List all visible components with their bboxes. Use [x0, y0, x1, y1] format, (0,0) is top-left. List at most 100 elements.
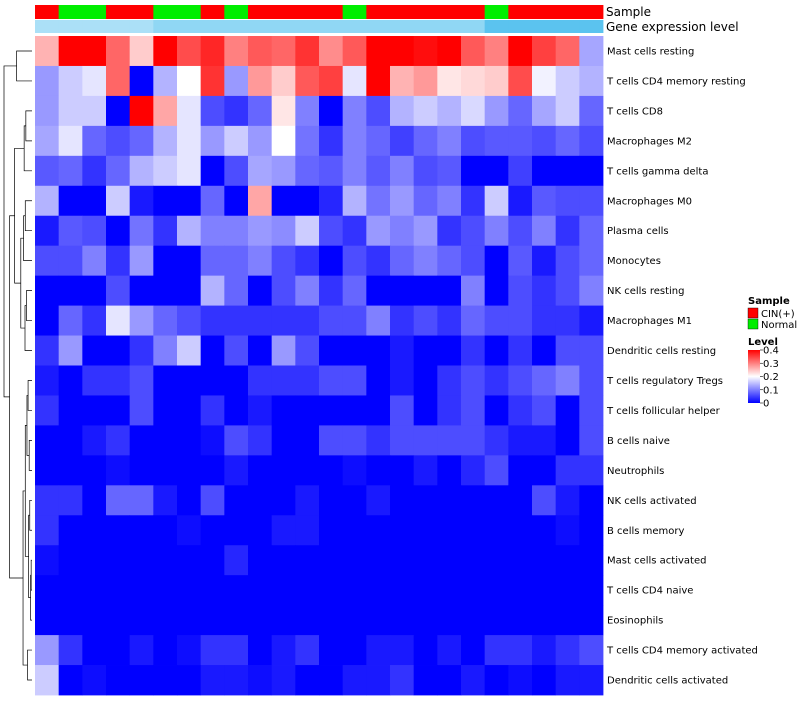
heatmap-cell [390, 335, 415, 366]
heatmap-cell [461, 155, 486, 187]
heatmap-cell [461, 665, 486, 696]
heatmap-cell [532, 485, 557, 516]
heatmap-cell [177, 635, 202, 666]
row-label: Eosinophils [607, 616, 663, 627]
heatmap-cell [555, 185, 580, 217]
level-annotation-cell [129, 20, 154, 33]
heatmap-cell [579, 36, 604, 67]
heatmap-cell [35, 605, 60, 636]
heatmap-cell [413, 605, 438, 636]
heatmap-cell [248, 455, 273, 486]
heatmap-cell [366, 245, 391, 277]
heatmap-cell [177, 485, 202, 516]
heatmap-cell [200, 36, 225, 67]
sample-annotation-cell [200, 5, 225, 19]
heatmap-cell [508, 545, 533, 576]
heatmap-cell [295, 335, 320, 366]
heatmap-cell [579, 485, 604, 516]
sample-annotation-cell [177, 5, 202, 19]
heatmap-cell [295, 275, 320, 306]
heatmap-cell [35, 65, 60, 97]
dendrogram-branch [27, 649, 32, 681]
heatmap-cell [224, 575, 249, 606]
heatmap-cell [390, 455, 415, 486]
level-annotation-cell [508, 20, 533, 33]
heatmap-cell [248, 305, 273, 336]
heatmap-cell [579, 395, 604, 426]
heatmap-cell [532, 305, 557, 336]
heatmap-cell [579, 425, 604, 456]
heatmap-cell [58, 335, 83, 366]
heatmap-cell [413, 125, 438, 157]
heatmap-cell [295, 95, 320, 127]
heatmap-cell [248, 485, 273, 516]
heatmap-cell [484, 665, 509, 696]
sample-annotation-cell [129, 5, 154, 19]
heatmap-cell [129, 365, 154, 396]
heatmap-cell [295, 635, 320, 666]
heatmap-cell [129, 605, 154, 636]
heatmap-cell [200, 65, 225, 97]
heatmap-cell [271, 65, 296, 97]
heatmap-cell [319, 455, 344, 486]
heatmap-cell [508, 155, 533, 187]
heatmap-cell [295, 425, 320, 456]
sample-annotation-cell [271, 5, 296, 19]
heatmap-cell [248, 635, 273, 666]
level-tick-label: 0 [763, 399, 769, 410]
heatmap-cell [295, 545, 320, 576]
level-annotation-bar [35, 20, 604, 33]
heatmap-cell [532, 215, 557, 247]
heatmap-cell [177, 605, 202, 636]
heatmap-cell [35, 245, 60, 277]
heatmap-cell [153, 605, 178, 636]
heatmap-cell [484, 485, 509, 516]
heatmap-cell [224, 125, 249, 157]
level-annotation-cell [200, 20, 225, 33]
heatmap-cell [413, 245, 438, 277]
heatmap-cell [106, 575, 131, 606]
level-annotation-cell [177, 20, 202, 33]
heatmap-cell [579, 155, 604, 187]
heatmap-cell [200, 185, 225, 217]
heatmap-cell [342, 155, 367, 187]
heatmap-cell [35, 575, 60, 606]
heatmap-cell [366, 335, 391, 366]
heatmap-cell [390, 365, 415, 396]
row-label: Plasma cells [607, 226, 669, 237]
heatmap-cell [366, 305, 391, 336]
heatmap-cell [82, 305, 107, 336]
level-annotation-cell [295, 20, 320, 33]
heatmap-cell [508, 125, 533, 157]
heatmap-cell [508, 665, 533, 696]
heatmap-cell [461, 395, 486, 426]
heatmap-cell [532, 155, 557, 187]
heatmap-cell [484, 455, 509, 486]
heatmap-cell [200, 95, 225, 127]
heatmap-cell [508, 275, 533, 306]
heatmap-cell [437, 245, 462, 277]
heatmap-cell [484, 605, 509, 636]
heatmap-cell [129, 155, 154, 187]
sample-annotation-cell [319, 5, 344, 19]
sample-annotation-cell [437, 5, 462, 19]
heatmap-cell [461, 305, 486, 336]
heatmap-cell [484, 185, 509, 217]
heatmap-cell [248, 185, 273, 217]
level-tick-label: 0.4 [763, 346, 779, 357]
heatmap-cell [390, 425, 415, 456]
heatmap-cell [319, 215, 344, 247]
heatmap-cell [82, 155, 107, 187]
heatmap-cell [319, 275, 344, 306]
heatmap-cell [319, 36, 344, 67]
heatmap-cell [82, 515, 107, 546]
heatmap-cell [58, 485, 83, 516]
heatmap-cell [177, 65, 202, 97]
heatmap-cell [579, 605, 604, 636]
heatmap-cell [200, 365, 225, 396]
heatmap-cell [390, 36, 415, 67]
heatmap-cell [153, 185, 178, 217]
heatmap-cell [532, 365, 557, 396]
heatmap-cell [342, 575, 367, 606]
level-legend: Level 0.4 0.3 0.2 0.1 0 [748, 337, 779, 410]
